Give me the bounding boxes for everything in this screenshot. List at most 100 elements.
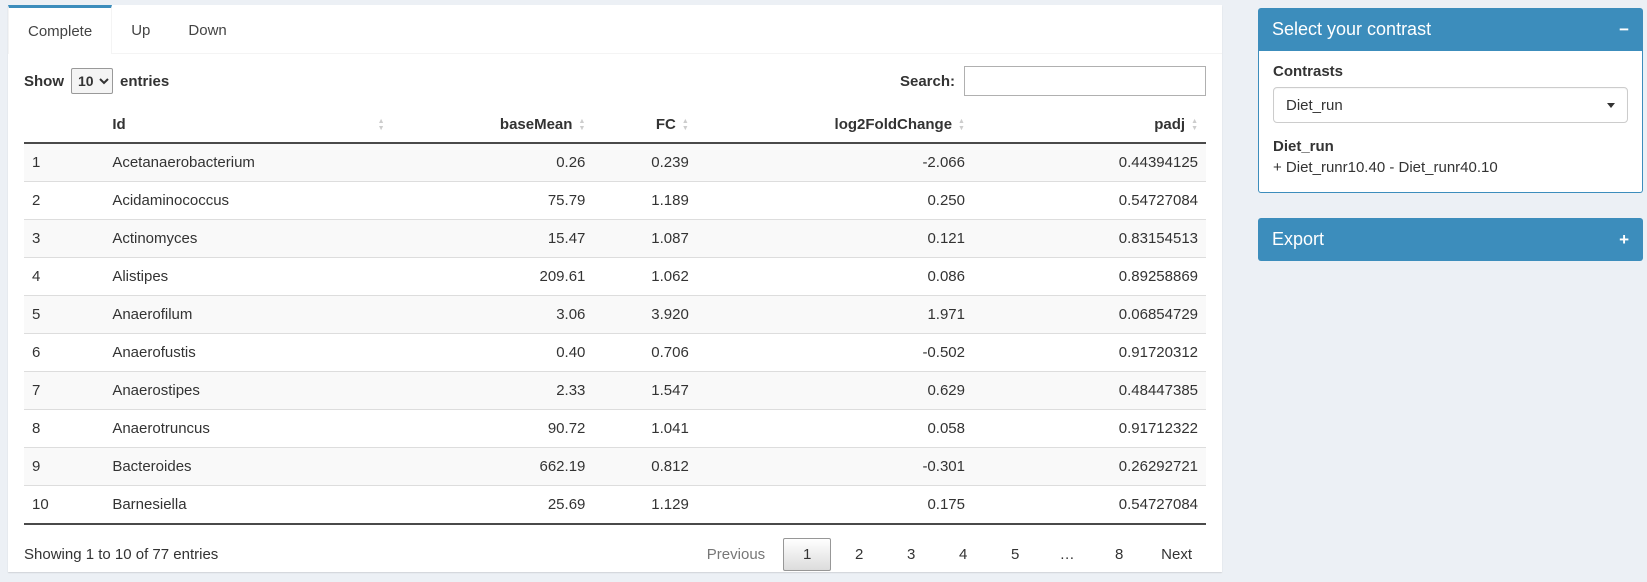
expand-icon[interactable]: + <box>1619 230 1629 249</box>
row-fc-cell: 1.129 <box>593 485 697 525</box>
row-fc-cell: 1.189 <box>593 181 697 220</box>
row-index-cell: 2 <box>24 181 105 220</box>
row-log2fc-cell: 0.629 <box>696 371 973 410</box>
row-log2fc-cell: 0.121 <box>696 219 973 258</box>
header-log2fc[interactable]: log2FoldChange ▲ ▼ <box>696 108 973 144</box>
table-row[interactable]: 10 Barnesiella 25.69 1.129 0.175 0.54727… <box>24 485 1206 525</box>
table-row[interactable]: 1 Acetanaerobacterium 0.26 0.239 -2.066 … <box>24 142 1206 182</box>
row-log2fc-cell: -0.502 <box>696 333 973 372</box>
row-basemean-cell: 90.72 <box>392 409 594 448</box>
sort-icon: ▲ ▼ <box>578 117 586 132</box>
row-log2fc-cell: 0.058 <box>696 409 973 448</box>
row-fc-cell: 1.547 <box>593 371 697 410</box>
row-fc-cell: 3.920 <box>593 295 697 334</box>
sort-icon: ▲ ▼ <box>681 117 689 132</box>
row-id-cell: Anaerofustis <box>104 333 393 372</box>
page-length-control: Show 10 entries <box>24 68 169 94</box>
row-basemean-cell: 25.69 <box>392 485 594 525</box>
row-log2fc-cell: -0.301 <box>696 447 973 486</box>
sort-icon: ▲ ▼ <box>1191 117 1198 132</box>
pagination-page-2[interactable]: 2 <box>854 546 864 563</box>
row-index-cell: 9 <box>24 447 105 486</box>
table-footer: Showing 1 to 10 of 77 entries Previous 1… <box>24 525 1206 571</box>
row-padj-cell: 0.26292721 <box>972 447 1206 486</box>
search-label: Search: <box>899 72 955 90</box>
tab-down[interactable]: Down <box>188 22 227 39</box>
pagination-page-3[interactable]: 3 <box>906 546 916 563</box>
table-row[interactable]: 2 Acidaminococcus 75.79 1.189 0.250 0.54… <box>24 181 1206 220</box>
row-padj-cell: 0.54727084 <box>972 485 1206 525</box>
contrast-box: Select your contrast − Contrasts Diet_ru… <box>1258 8 1643 193</box>
row-index-cell: 8 <box>24 409 105 448</box>
show-label: Show <box>24 72 64 90</box>
table-container: Show 10 entries Search: <box>8 54 1222 571</box>
row-id-cell: Anaerotruncus <box>104 409 393 448</box>
page-length-select[interactable]: 10 <box>71 68 113 94</box>
pagination-page-1[interactable]: 1 <box>783 538 832 571</box>
row-id-cell: Acetanaerobacterium <box>104 142 393 182</box>
table-header-row: Id ▲ ▼ baseMean ▲ ▼ <box>24 108 1206 144</box>
collapse-icon[interactable]: − <box>1619 20 1629 39</box>
row-index-cell: 1 <box>24 142 105 182</box>
results-panel: Complete Up Down Show 10 entries Search: <box>8 5 1222 572</box>
row-id-cell: Bacteroides <box>104 447 393 486</box>
contrast-select-value: Diet_run <box>1286 96 1343 114</box>
row-id-cell: Actinomyces <box>104 219 393 258</box>
row-log2fc-cell: 1.971 <box>696 295 973 334</box>
results-table: Id ▲ ▼ baseMean ▲ ▼ <box>24 108 1206 525</box>
row-id-cell: Acidaminococcus <box>104 181 393 220</box>
header-fc[interactable]: FC ▲ ▼ <box>593 108 697 144</box>
pagination: Previous 1 2 3 4 5 … 8 Next <box>689 538 1206 571</box>
table-row[interactable]: 7 Anaerostipes 2.33 1.547 0.629 0.484473… <box>24 371 1206 410</box>
row-basemean-cell: 662.19 <box>392 447 594 486</box>
header-id[interactable]: Id ▲ ▼ <box>104 108 393 144</box>
entries-label: entries <box>120 72 170 90</box>
table-row[interactable]: 3 Actinomyces 15.47 1.087 0.121 0.831545… <box>24 219 1206 258</box>
table-row[interactable]: 4 Alistipes 209.61 1.062 0.086 0.8925886… <box>24 257 1206 296</box>
row-log2fc-cell: 0.086 <box>696 257 973 296</box>
table-row[interactable]: 8 Anaerotruncus 90.72 1.041 0.058 0.9171… <box>24 409 1206 448</box>
pagination-page-8[interactable]: 8 <box>1114 546 1124 563</box>
table-body: 1 Acetanaerobacterium 0.26 0.239 -2.066 … <box>24 142 1206 525</box>
contrast-formula: + Diet_runr10.40 - Diet_runr40.10 <box>1273 159 1498 176</box>
header-id-label: Id <box>112 116 126 133</box>
pagination-previous[interactable]: Previous <box>706 546 766 563</box>
tab-up[interactable]: Up <box>131 22 151 39</box>
row-fc-cell: 0.812 <box>593 447 697 486</box>
pagination-next[interactable]: Next <box>1161 546 1192 563</box>
contrast-box-header: Select your contrast − <box>1258 8 1643 51</box>
row-basemean-cell: 15.47 <box>392 219 594 258</box>
chevron-down-icon <box>1607 102 1615 108</box>
header-basemean[interactable]: baseMean ▲ ▼ <box>392 108 594 144</box>
row-basemean-cell: 3.06 <box>392 295 594 334</box>
pagination-page-4[interactable]: 4 <box>958 546 968 563</box>
header-padj[interactable]: padj ▲ ▼ <box>972 108 1206 144</box>
contrast-box-body: Contrasts Diet_run Diet_run + Diet_runr1… <box>1258 51 1643 193</box>
search-input[interactable] <box>964 66 1206 96</box>
header-rownum <box>24 108 105 144</box>
pagination-ellipsis: … <box>1059 546 1075 563</box>
contrast-select[interactable]: Diet_run <box>1273 87 1628 123</box>
header-fc-label: FC <box>655 116 676 133</box>
table-info: Showing 1 to 10 of 77 entries <box>24 546 219 563</box>
row-index-cell: 7 <box>24 371 105 410</box>
table-row[interactable]: 9 Bacteroides 662.19 0.812 -0.301 0.2629… <box>24 447 1206 486</box>
tab-complete[interactable]: Complete <box>8 5 113 54</box>
row-padj-cell: 0.44394125 <box>972 142 1206 182</box>
row-padj-cell: 0.06854729 <box>972 295 1206 334</box>
row-index-cell: 4 <box>24 257 105 296</box>
row-fc-cell: 1.087 <box>593 219 697 258</box>
row-log2fc-cell: 0.175 <box>696 485 973 525</box>
pagination-page-5[interactable]: 5 <box>1010 546 1020 563</box>
table-row[interactable]: 6 Anaerofustis 0.40 0.706 -0.502 0.91720… <box>24 333 1206 372</box>
row-basemean-cell: 75.79 <box>392 181 594 220</box>
row-basemean-cell: 2.33 <box>392 371 594 410</box>
row-basemean-cell: 209.61 <box>392 257 594 296</box>
row-log2fc-cell: -2.066 <box>696 142 973 182</box>
row-index-cell: 6 <box>24 333 105 372</box>
row-index-cell: 3 <box>24 219 105 258</box>
table-row[interactable]: 5 Anaerofilum 3.06 3.920 1.971 0.0685472… <box>24 295 1206 334</box>
row-index-cell: 5 <box>24 295 105 334</box>
row-id-cell: Anaerostipes <box>104 371 393 410</box>
